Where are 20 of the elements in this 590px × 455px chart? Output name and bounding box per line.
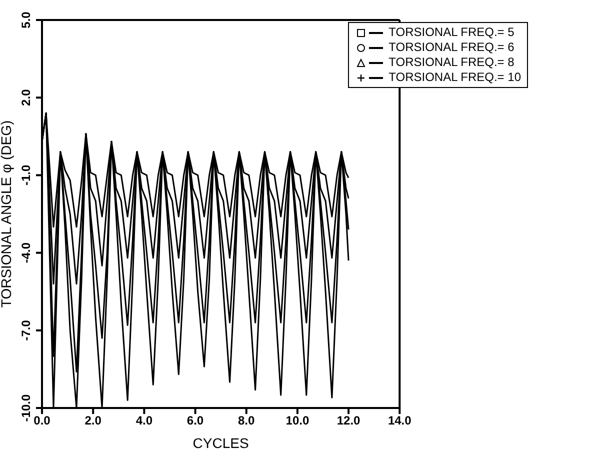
legend-label: TORSIONAL FREQ.= 5 bbox=[388, 25, 514, 40]
y-tick-label: -7.0 bbox=[19, 320, 33, 341]
y-tick-label: 5.0 bbox=[19, 11, 33, 28]
x-tick-label: 2.0 bbox=[84, 414, 102, 428]
legend-label: TORSIONAL FREQ.= 10 bbox=[388, 70, 521, 85]
x-tick-label: 0.0 bbox=[34, 414, 51, 428]
y-tick-label: 2.0 bbox=[19, 88, 33, 106]
y-axis-title: TORSIONAL ANGLE φ (DEG) bbox=[0, 120, 14, 308]
x-tick-label: 12.0 bbox=[336, 414, 361, 428]
x-axis-title: CYCLES bbox=[192, 435, 249, 451]
legend-label: TORSIONAL FREQ.= 6 bbox=[388, 40, 514, 55]
x-tick-label: 6.0 bbox=[186, 414, 204, 428]
x-tick-label: 8.0 bbox=[238, 414, 256, 428]
y-tick-label: -1.0 bbox=[19, 164, 33, 186]
y-tick-label: -4.0 bbox=[19, 242, 33, 264]
x-tick-label: 4.0 bbox=[136, 414, 153, 428]
x-tick-label: 10.0 bbox=[286, 414, 310, 428]
x-tick-label: 14.0 bbox=[388, 414, 412, 428]
y-tick-label: -10.0 bbox=[19, 394, 33, 422]
legend-label: TORSIONAL FREQ.= 8 bbox=[388, 55, 514, 70]
